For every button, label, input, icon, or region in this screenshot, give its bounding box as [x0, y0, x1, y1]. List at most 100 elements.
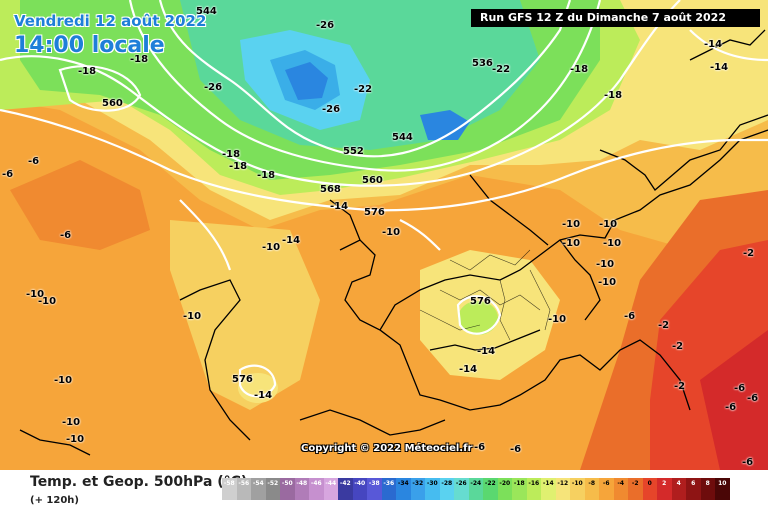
forecast-range: (+ 120h)	[30, 495, 79, 506]
scale-value: -18	[513, 480, 525, 487]
scale-value: -56	[238, 480, 250, 487]
temperature-label: -18	[604, 90, 623, 101]
temperature-field	[0, 0, 768, 470]
temperature-label: -14	[710, 62, 729, 73]
temperature-label: -18	[570, 64, 589, 75]
temperature-label: -26	[204, 82, 223, 93]
scale-swatch: -26	[454, 478, 469, 500]
temperature-label: -14	[459, 364, 478, 375]
scale-value: -26	[455, 480, 467, 487]
scale-swatch: 2	[657, 478, 672, 500]
temperature-label: -10	[262, 242, 281, 253]
scale-value: -36	[383, 480, 395, 487]
scale-value: -58	[223, 480, 235, 487]
scale-swatch: 8	[700, 478, 715, 500]
temperature-label: -10	[599, 219, 618, 230]
chart-title: Temp. et Geop. 500hPa (°C)	[30, 474, 248, 490]
scale-swatch: -42	[338, 478, 353, 500]
temperature-label: -18	[222, 149, 241, 160]
iberia-cool-spot	[238, 373, 278, 403]
temperature-label: -6	[725, 402, 737, 413]
scale-value: 10	[718, 480, 727, 487]
scale-value: -12	[557, 480, 569, 487]
scale-value: -30	[426, 480, 438, 487]
scale-swatch: -40	[352, 478, 367, 500]
scale-value: 2	[662, 480, 667, 487]
scale-value: -24	[470, 480, 482, 487]
scale-swatch: -6	[599, 478, 614, 500]
scale-swatch: -14	[541, 478, 556, 500]
temperature-label: -10	[62, 417, 81, 428]
scale-value: -40	[354, 480, 366, 487]
temperature-label: -14	[282, 235, 301, 246]
temperature-label: -6	[60, 230, 72, 241]
west-warm-zone	[10, 160, 150, 250]
temperature-label: -6	[734, 383, 746, 394]
scale-value: 0	[647, 480, 652, 487]
scale-value: -48	[296, 480, 308, 487]
borders	[419, 249, 551, 341]
temperature-label: -10	[603, 238, 622, 249]
scale-swatch: 10	[715, 478, 730, 500]
temperature-label: -22	[492, 64, 511, 75]
scale-swatch: -20	[497, 478, 512, 500]
scale-swatch: -12	[555, 478, 570, 500]
geopotential-label: 576	[232, 374, 253, 385]
temperature-color-scale: -58 -56 -54 -52 -50 -48 -46 -44 -42 -40 -38 -36 -34-…	[222, 478, 730, 500]
temperature-label: -18	[130, 54, 149, 65]
temperature-label: -2	[672, 341, 684, 352]
scale-swatch: -44	[323, 478, 338, 500]
scale-swatch: -52	[265, 478, 280, 500]
scale-swatch: -24	[468, 478, 483, 500]
scale-value: -50	[281, 480, 293, 487]
geopotential-lines	[0, 0, 768, 398]
geopotential-label: 560	[102, 98, 123, 109]
temperature-label: -10	[596, 259, 615, 270]
scale-value: -6	[602, 480, 610, 487]
scale-swatch: -30	[425, 478, 440, 500]
temperature-label: -10	[66, 434, 85, 445]
temperature-label: -14	[254, 390, 273, 401]
scale-swatch: -50	[280, 478, 295, 500]
scale-value: -28	[441, 480, 453, 487]
temperature-label: -26	[316, 20, 335, 31]
scale-swatch: -22	[483, 478, 498, 500]
scale-value: 8	[705, 480, 710, 487]
temperature-label: -14	[330, 201, 349, 212]
scale-swatch: -10	[570, 478, 585, 500]
temperature-label: -6	[742, 457, 754, 468]
weather-map: Vendredi 12 août 2022 14:00 locale Run G…	[0, 0, 768, 470]
temperature-label: -18	[229, 161, 248, 172]
temperature-label: -14	[477, 346, 496, 357]
scale-value: -4	[617, 480, 625, 487]
temperature-label: -10	[562, 238, 581, 249]
scale-value: -16	[528, 480, 540, 487]
scale-swatch: -8	[584, 478, 599, 500]
alps-cool-spot	[458, 301, 498, 335]
temperature-label: -10	[54, 375, 73, 386]
geopotential-label: 576	[364, 207, 385, 218]
scale-value: -2	[631, 480, 639, 487]
geopotential-label: 536	[472, 58, 493, 69]
temperature-label: -10	[598, 277, 617, 288]
temperature-label: -26	[322, 104, 341, 115]
temperature-label: -6	[474, 442, 486, 453]
temperature-label: -10	[183, 311, 202, 322]
east-hottest-zone	[700, 330, 768, 470]
scale-swatch: -36	[381, 478, 396, 500]
scale-swatch: -54	[251, 478, 266, 500]
scale-swatch: -56	[236, 478, 251, 500]
scale-value: -42	[339, 480, 351, 487]
scale-swatch: 6	[686, 478, 701, 500]
scale-value: -54	[252, 480, 264, 487]
scale-swatch: 0	[642, 478, 657, 500]
temperature-label: -6	[510, 444, 522, 455]
scale-swatch: -16	[526, 478, 541, 500]
scale-swatch: -58	[222, 478, 237, 500]
temperature-label: -6	[624, 311, 636, 322]
coastlines	[19, 29, 768, 456]
scale-swatch: -48	[294, 478, 309, 500]
scale-value: -52	[267, 480, 279, 487]
scale-value: -8	[588, 480, 596, 487]
scale-value: -20	[499, 480, 511, 487]
